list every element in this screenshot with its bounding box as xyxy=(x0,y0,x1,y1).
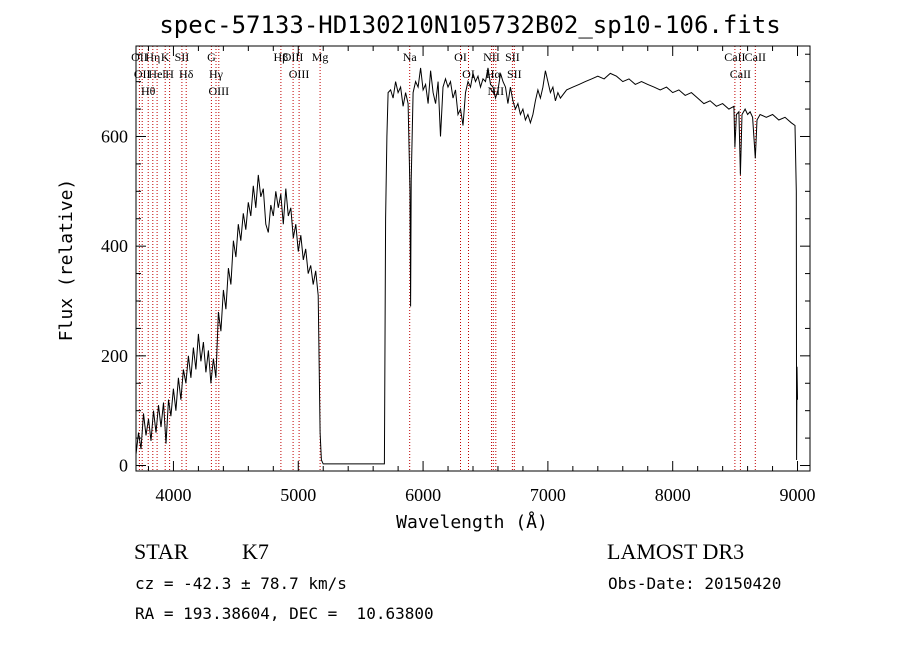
line-label: OI xyxy=(462,67,475,81)
survey-name: LAMOST DR3 xyxy=(607,539,745,564)
x-tick-label: 4000 xyxy=(155,485,191,505)
y-axis-label: Flux (relative) xyxy=(56,179,77,342)
plot-frame xyxy=(135,45,811,472)
spectrum-chart: spec-57133-HD130210N105732B02_sp10-106.f… xyxy=(56,11,816,533)
line-label: NII xyxy=(483,50,500,64)
y-axis-ticks: 0 200 400 600 xyxy=(101,53,810,476)
line-label: NII xyxy=(487,84,504,98)
object-class: STAR xyxy=(134,539,189,564)
line-label: K xyxy=(161,50,170,64)
line-label: CaII xyxy=(730,67,751,81)
coords-text: RA = 193.38604, DEC = 10.63800 xyxy=(135,604,434,623)
line-label: G xyxy=(207,50,216,64)
line-label: SII xyxy=(505,50,520,64)
line-label: OI xyxy=(454,50,467,64)
line-label: Hδ xyxy=(179,67,194,81)
line-label: CaII xyxy=(724,50,745,64)
object-subclass: K7 xyxy=(242,539,269,564)
line-label: Hγ xyxy=(209,67,224,81)
x-axis-label: Wavelength (Å) xyxy=(396,511,548,533)
line-label: Na xyxy=(403,50,418,64)
line-label: CaII xyxy=(745,50,766,64)
line-label: Mg xyxy=(312,50,329,64)
y-tick-label: 600 xyxy=(101,126,128,146)
line-markers xyxy=(138,46,756,471)
line-label: SII xyxy=(175,50,190,64)
line-label: OIII xyxy=(208,84,229,98)
x-tick-label: 9000 xyxy=(780,485,816,505)
line-label: OII xyxy=(131,50,148,64)
obs-date-text: Obs-Date: 20150420 xyxy=(608,574,782,593)
line-label: SII xyxy=(507,67,522,81)
x-tick-label: 7000 xyxy=(530,485,566,505)
line-label: Hθ xyxy=(141,84,156,98)
x-tick-label: 5000 xyxy=(280,485,316,505)
line-label: OII xyxy=(134,67,151,81)
line-label: Hα xyxy=(486,67,502,81)
line-label: Hel xyxy=(148,67,166,81)
chart-title: spec-57133-HD130210N105732B02_sp10-106.f… xyxy=(159,11,780,39)
x-axis-ticks: 4000 5000 6000 7000 8000 9000 xyxy=(147,46,816,505)
line-label: OIII xyxy=(283,50,304,64)
x-tick-label: 6000 xyxy=(405,485,441,505)
line-label: Hη xyxy=(145,50,160,64)
spectrum-line xyxy=(135,67,798,465)
y-tick-label: 200 xyxy=(101,346,128,366)
x-tick-label: 8000 xyxy=(655,485,691,505)
line-label: Hβ xyxy=(274,50,289,64)
line-label: OIII xyxy=(289,67,310,81)
line-label: H xyxy=(165,67,174,81)
y-tick-label: 0 xyxy=(119,456,128,476)
redshift-text: cz = -42.3 ± 78.7 km/s xyxy=(135,574,347,593)
y-tick-label: 400 xyxy=(101,236,128,256)
